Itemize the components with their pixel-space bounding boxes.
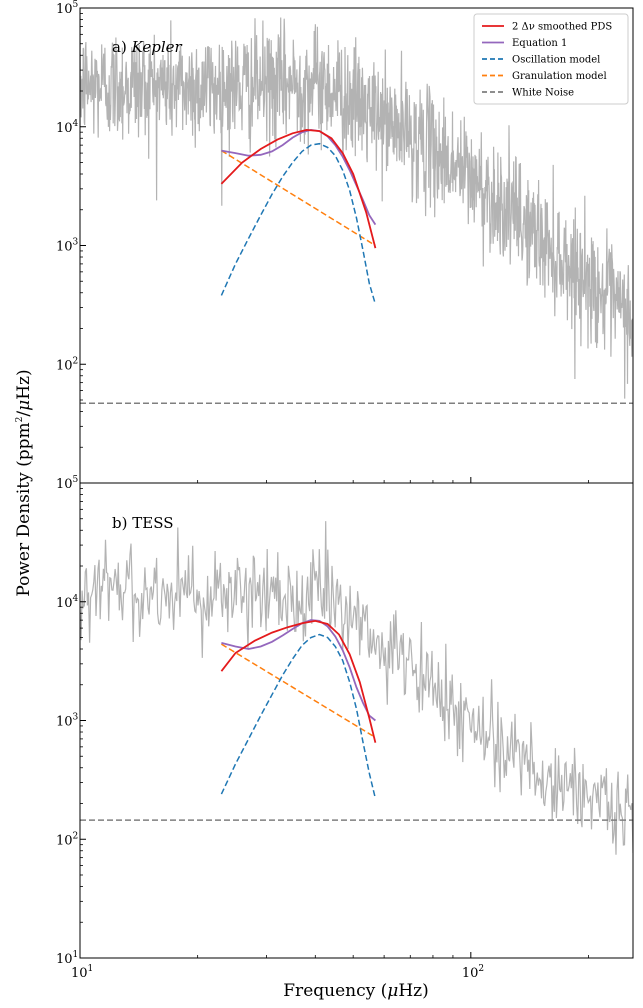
y-tick-label: 105 — [56, 475, 79, 492]
panel-a: 105 104 103 102 a) Kepler 2 Δν smoothed PDS… — [56, 0, 634, 484]
y-tick-label: 101 — [56, 950, 78, 967]
pds-trace — [80, 521, 633, 855]
pds-curve-a — [80, 8, 633, 399]
x-tick-label: 102 — [462, 964, 484, 981]
legend: 2 Δν smoothed PDS Equation 1 Oscillation m… — [473, 13, 629, 105]
ticks-a: 105 104 103 102 — [56, 0, 589, 483]
legend-label: White Noise — [512, 88, 574, 99]
axes-frame-b — [79, 482, 634, 959]
equation-1-line — [221, 619, 376, 722]
y-tick-label: 104 — [56, 594, 79, 611]
legend-label: Oscillation model — [512, 55, 600, 66]
model-lines-b — [80, 619, 633, 821]
y-tick-label: 105 — [56, 0, 79, 17]
y-tick-label: 102 — [56, 356, 78, 373]
y-tick-label: 104 — [56, 119, 79, 136]
smoothed-pds-line — [220, 619, 377, 743]
oscillation-model-line — [220, 142, 377, 305]
pds-curve-b — [80, 521, 633, 855]
granulation-model-line — [221, 643, 376, 739]
granulation-model-line — [221, 149, 376, 247]
panel-label-b: b) TESS — [112, 514, 173, 532]
y-tick-label: 102 — [56, 831, 78, 848]
legend-label: 2 Δν smoothed PDS — [512, 22, 612, 33]
x-axis-label: Frequency (μHz) — [283, 981, 428, 1001]
legend-box — [473, 13, 629, 105]
legend-label: Equation 1 — [512, 38, 567, 49]
y-axis-label: Power Density (ppm2/μHz) — [14, 369, 34, 596]
model-lines-a — [80, 128, 633, 404]
panel-label-a: a) Kepler — [112, 38, 183, 56]
smoothed-pds-line — [220, 128, 377, 249]
legend-label: Granulation model — [512, 71, 607, 82]
y-tick-label: 103 — [56, 713, 79, 730]
x-tick-label: 101 — [71, 964, 93, 981]
y-tick-label: 103 — [56, 238, 79, 255]
pds-trace — [80, 8, 633, 399]
oscillation-model-line — [220, 633, 377, 799]
